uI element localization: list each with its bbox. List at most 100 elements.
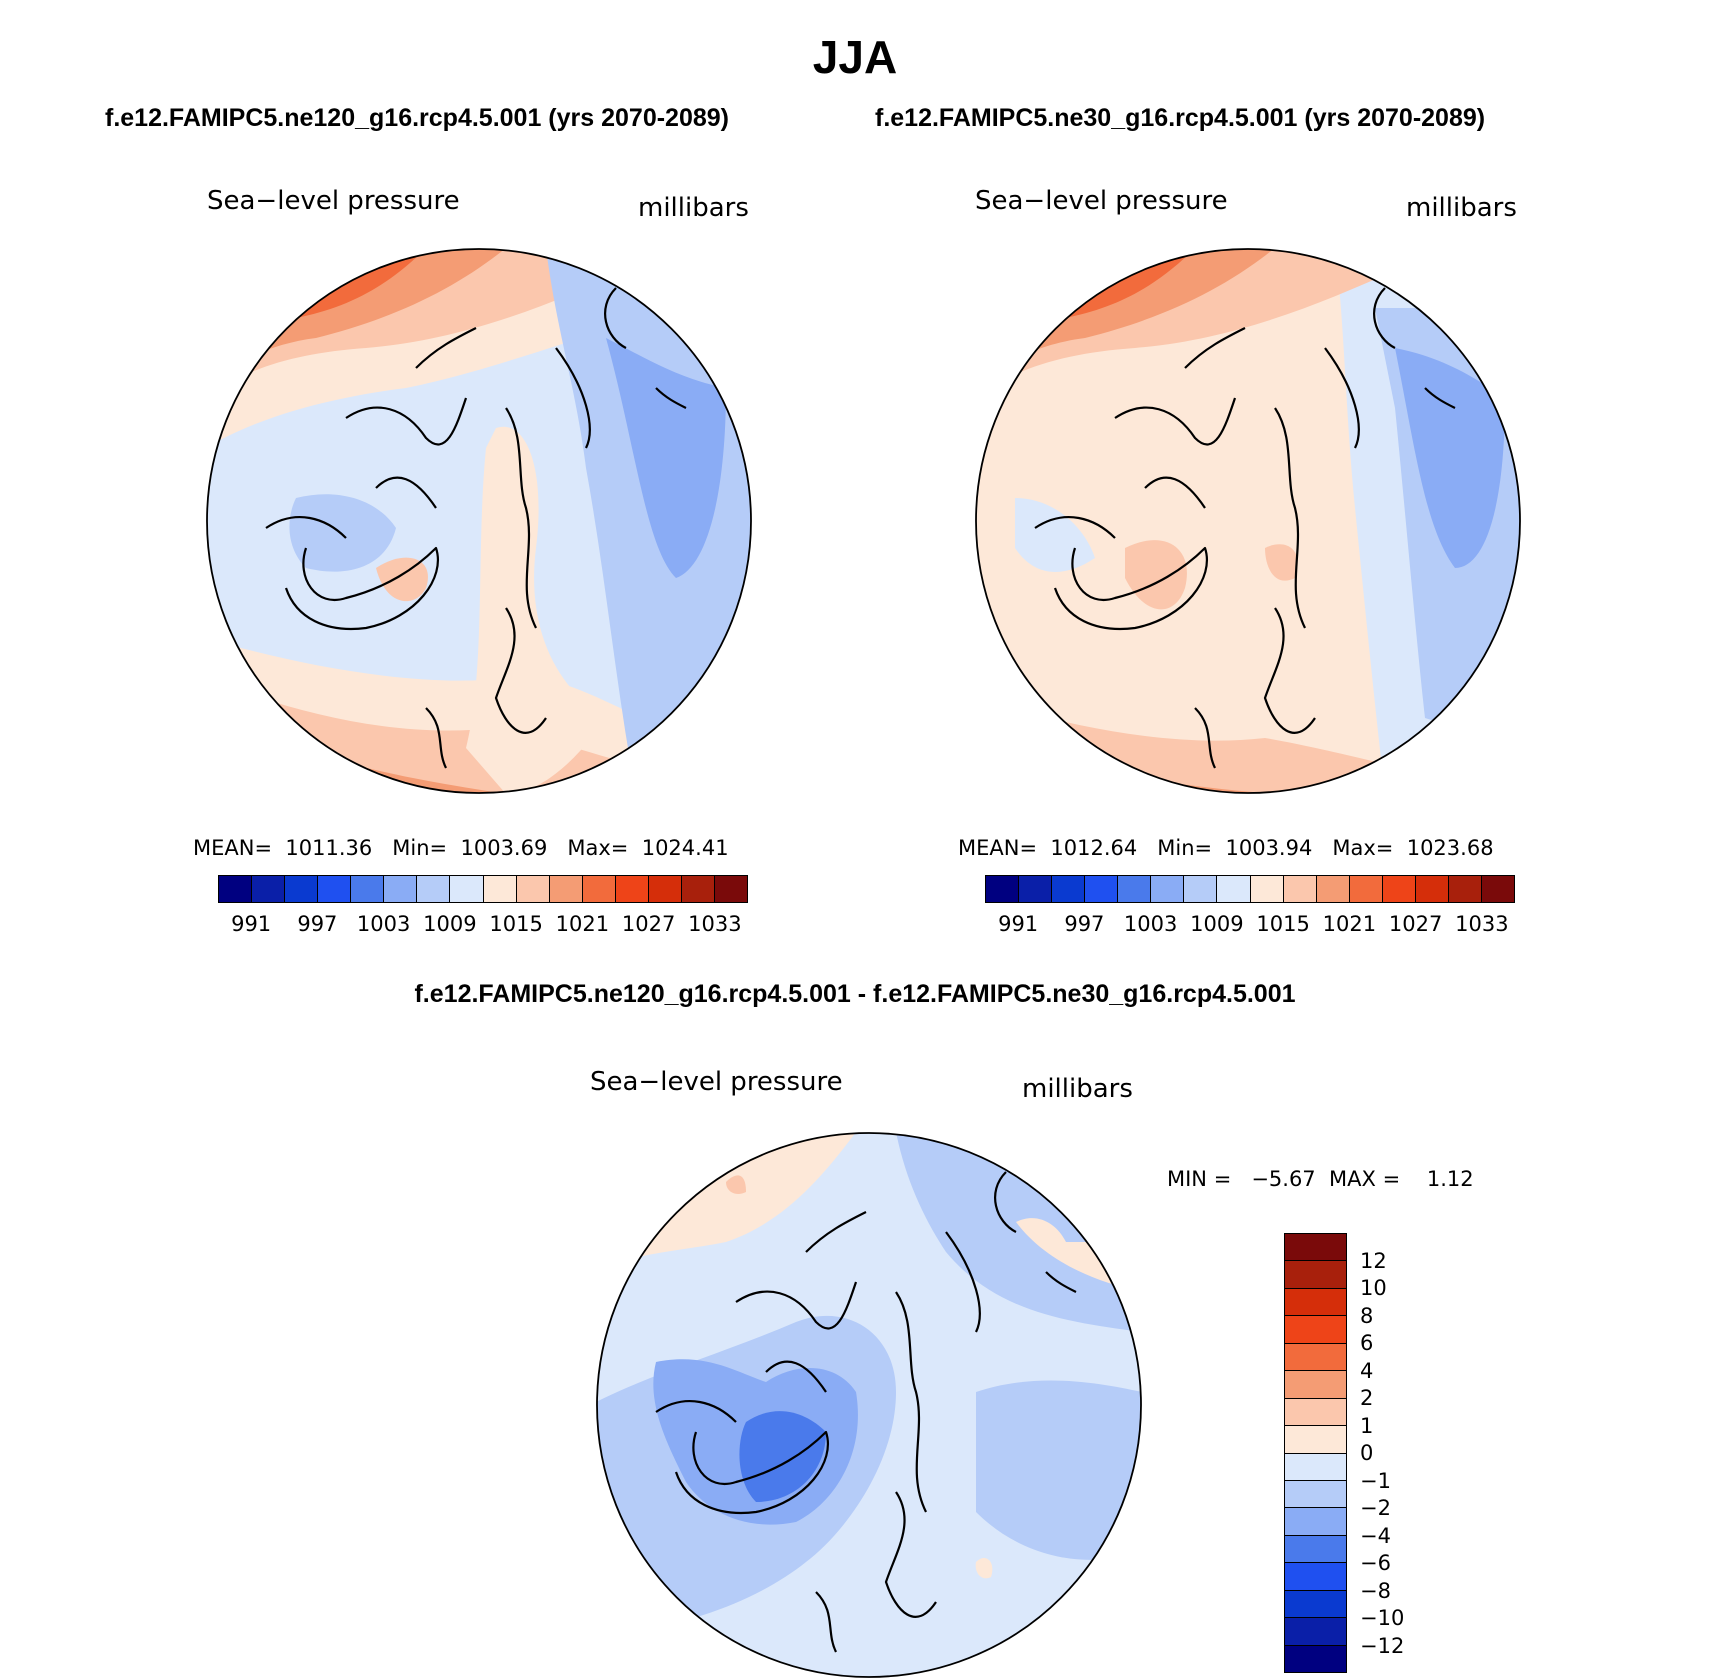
panel-2-map: [975, 248, 1521, 794]
colorbar-swatch: [1285, 1617, 1346, 1645]
colorbar-swatch: [1285, 1370, 1346, 1398]
colorbar-tick-label: 10: [1360, 1276, 1387, 1300]
colorbar-swatch: [1285, 1534, 1346, 1563]
colorbar-swatch: [986, 876, 1020, 902]
diff-colorbar: [1284, 1233, 1347, 1673]
panel-2-colorbar: [985, 875, 1515, 903]
panel-1-stats: MEAN= 1011.36 Min= 1003.69 Max= 1024.41: [193, 836, 729, 860]
colorbar-tick-label: −12: [1360, 1633, 1405, 1658]
colorbar-tick-label: −6: [1360, 1551, 1391, 1575]
colorbar-tick-label: 1003: [356, 912, 411, 936]
colorbar-swatch: [1285, 1234, 1346, 1261]
colorbar-tick-label: 1021: [555, 912, 610, 936]
colorbar-tick-label: 0: [1360, 1441, 1374, 1465]
colorbar-tick-label: 997: [1064, 912, 1105, 936]
colorbar-swatch: [318, 876, 352, 902]
colorbar-swatch: [1283, 876, 1317, 902]
colorbar-tick-label: 6: [1360, 1331, 1374, 1355]
colorbar-swatch: [1285, 1287, 1346, 1316]
colorbar-swatch: [1250, 876, 1284, 902]
colorbar-swatch: [1316, 876, 1350, 902]
colorbar-tick-label: 991: [231, 912, 272, 936]
colorbar-tick-label: 997: [297, 912, 338, 936]
colorbar-swatch: [1285, 1452, 1346, 1480]
colorbar-swatch: [582, 876, 616, 902]
diff-stats: MIN = −5.67 MAX = 1.12: [1167, 1167, 1474, 1191]
colorbar-swatch: [1285, 1342, 1346, 1371]
colorbar-tick-label: −8: [1360, 1578, 1391, 1603]
colorbar-tick-label: 4: [1360, 1358, 1374, 1383]
colorbar-tick-label: −4: [1360, 1523, 1391, 1548]
diff-variable-label: Sea−level pressure: [590, 1067, 843, 1097]
colorbar-tick-label: 1021: [1322, 912, 1377, 936]
colorbar-swatch: [1349, 876, 1383, 902]
colorbar-swatch: [450, 876, 484, 902]
panel-2-variable-label: Sea−level pressure: [975, 186, 1228, 216]
colorbar-swatch: [1382, 876, 1416, 902]
colorbar-swatch: [1285, 1644, 1346, 1672]
colorbar-swatch: [1019, 876, 1053, 902]
panel-1-colorbar-labels: 991 997 1003 1009 1015 1021 1027 1033: [218, 912, 748, 938]
panel-1-colorbar: [218, 875, 748, 903]
colorbar-swatch: [384, 876, 418, 902]
colorbar-tick-label: 12: [1360, 1248, 1387, 1273]
colorbar-swatch: [615, 876, 649, 902]
panel-2-colorbar-labels: 991 997 1003 1009 1015 1021 1027 1033: [985, 912, 1515, 938]
colorbar-swatch: [1285, 1425, 1346, 1453]
colorbar-swatch: [1285, 1260, 1346, 1288]
colorbar-swatch: [549, 876, 583, 902]
colorbar-swatch: [1217, 876, 1251, 902]
colorbar-swatch: [1118, 876, 1152, 902]
colorbar-tick-label: 1027: [621, 912, 676, 936]
colorbar-tick-label: 1: [1360, 1413, 1374, 1438]
panel-2-stats: MEAN= 1012.64 Min= 1003.94 Max= 1023.68: [958, 836, 1494, 860]
colorbar-tick-label: 2: [1360, 1386, 1374, 1410]
colorbar-swatch: [1085, 876, 1119, 902]
diff-title: f.e12.FAMIPC5.ne120_g16.rcp4.5.001 - f.e…: [414, 980, 1296, 1008]
colorbar-tick-label: −1: [1360, 1468, 1391, 1493]
colorbar-swatch: [1052, 876, 1086, 902]
colorbar-tick-label: 1015: [1256, 912, 1310, 936]
colorbar-swatch: [1285, 1315, 1346, 1343]
colorbar-tick-label: 1033: [1455, 912, 1509, 936]
diff-map: [596, 1132, 1142, 1678]
colorbar-tick-label: 1009: [423, 912, 477, 936]
colorbar-tick-label: 1003: [1123, 912, 1178, 936]
colorbar-swatch: [351, 876, 385, 902]
colorbar-swatch: [516, 876, 550, 902]
colorbar-tick-label: 1027: [1388, 912, 1443, 936]
colorbar-swatch: [1448, 876, 1482, 902]
colorbar-tick-label: 991: [998, 912, 1039, 936]
colorbar-swatch: [483, 876, 517, 902]
colorbar-tick-label: −2: [1360, 1496, 1391, 1520]
panel-1-map: [206, 248, 752, 794]
colorbar-swatch: [1481, 876, 1514, 902]
colorbar-swatch: [417, 876, 451, 902]
colorbar-swatch: [1151, 876, 1185, 902]
colorbar-tick-label: 1033: [688, 912, 742, 936]
colorbar-swatch: [219, 876, 253, 902]
panel-1-units-label: millibars: [638, 193, 749, 223]
colorbar-swatch: [1285, 1562, 1346, 1590]
colorbar-swatch: [285, 876, 319, 902]
colorbar-tick-label: 1009: [1190, 912, 1244, 936]
colorbar-swatch: [1285, 1479, 1346, 1508]
colorbar-tick-label: 8: [1360, 1303, 1374, 1328]
diff-units-label: millibars: [1022, 1074, 1133, 1104]
colorbar-swatch: [1285, 1589, 1346, 1618]
panel-2-units-label: millibars: [1406, 193, 1517, 223]
colorbar-swatch: [714, 876, 747, 902]
panel-1-case-title: f.e12.FAMIPC5.ne120_g16.rcp4.5.001 (yrs …: [105, 104, 729, 132]
colorbar-swatch: [681, 876, 715, 902]
colorbar-swatch: [1415, 876, 1449, 902]
colorbar-swatch: [252, 876, 286, 902]
colorbar-swatch: [1285, 1507, 1346, 1535]
colorbar-swatch: [1285, 1397, 1346, 1426]
diff-colorbar-labels: −12 −10 −8 −6 −4 −2 −1 0 1 2 4 6 8 10 12: [1360, 1233, 1420, 1673]
page-title: JJA: [812, 31, 898, 83]
colorbar-tick-label: 1015: [489, 912, 543, 936]
colorbar-swatch: [648, 876, 682, 902]
colorbar-tick-label: −10: [1360, 1606, 1405, 1630]
colorbar-swatch: [1184, 876, 1218, 902]
panel-1-variable-label: Sea−level pressure: [207, 186, 460, 216]
